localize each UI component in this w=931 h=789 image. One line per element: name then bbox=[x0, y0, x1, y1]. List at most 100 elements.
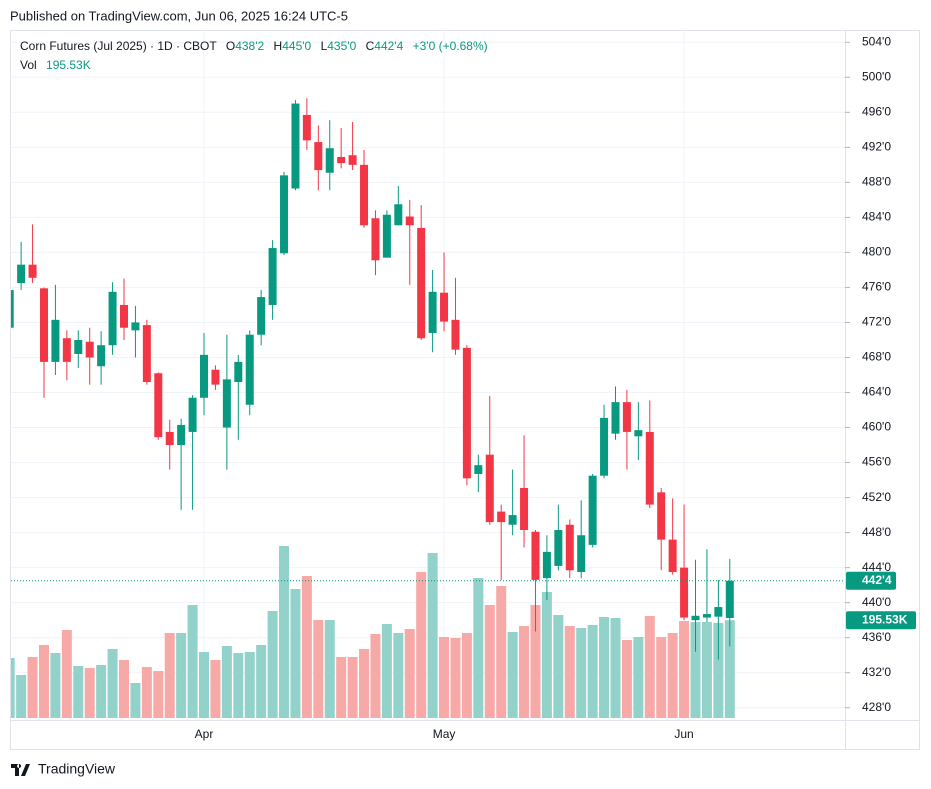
volume-bar bbox=[416, 572, 427, 718]
y-tick-label: 432'0 bbox=[862, 665, 891, 679]
chart-frame bbox=[10, 30, 920, 750]
volume-bar bbox=[644, 616, 655, 718]
volume-bar bbox=[553, 615, 564, 718]
symbol-title: Corn Futures (Jul 2025) · 1D · CBOT bbox=[20, 39, 217, 53]
volume-bar bbox=[187, 605, 198, 718]
y-tick-label: 456'0 bbox=[862, 455, 891, 469]
candle-body bbox=[485, 454, 494, 523]
candle-body bbox=[257, 297, 266, 335]
volume-bar bbox=[130, 683, 141, 718]
volume-key: Vol bbox=[20, 58, 37, 72]
volume-bar bbox=[599, 617, 610, 718]
volume-bar bbox=[324, 620, 335, 718]
candle-body bbox=[291, 103, 300, 189]
candle-body bbox=[542, 551, 551, 579]
volume-bar bbox=[427, 553, 438, 718]
volume-bar bbox=[96, 665, 107, 718]
volume-bar bbox=[107, 649, 118, 718]
x-tick-label: Jun bbox=[674, 727, 693, 741]
candle-body bbox=[51, 319, 60, 362]
brand-name: TradingView bbox=[38, 761, 116, 777]
volume-bar bbox=[50, 653, 61, 718]
volume-bar bbox=[164, 633, 175, 718]
y-tick-label: 468'0 bbox=[862, 350, 891, 364]
volume-bar bbox=[336, 657, 347, 718]
volume-bar bbox=[690, 622, 701, 718]
volume-badge-label: 195.53K bbox=[862, 612, 908, 626]
volume-bar bbox=[461, 633, 472, 718]
last-price-label: 442'4 bbox=[862, 573, 892, 587]
volume-bar bbox=[496, 586, 507, 718]
candle-body bbox=[17, 264, 26, 284]
y-tick-label: 452'0 bbox=[862, 490, 891, 504]
candle-body bbox=[645, 431, 654, 505]
candle-body bbox=[451, 319, 460, 350]
candle-body bbox=[120, 304, 128, 328]
volume-bar bbox=[61, 630, 72, 718]
last-price-badge bbox=[846, 571, 896, 590]
candle-body bbox=[314, 142, 323, 171]
candle-body bbox=[577, 535, 586, 573]
volume-bar bbox=[267, 611, 278, 718]
candle-body bbox=[702, 614, 711, 618]
candle-body bbox=[11, 290, 14, 328]
axes: 428'0 432'0 436'0 440'0 444'0 448'0 452'0 456'0… bbox=[195, 34, 916, 741]
volume-bar bbox=[576, 628, 587, 718]
y-tick-label: 484'0 bbox=[862, 210, 891, 224]
volume-bar bbox=[176, 633, 187, 718]
high-value: 445'0 bbox=[282, 39, 311, 53]
volume-bar bbox=[244, 652, 255, 718]
candle-body bbox=[302, 114, 311, 141]
volume-bar bbox=[701, 622, 712, 718]
candle-body bbox=[108, 291, 117, 346]
volume-bar bbox=[439, 637, 450, 718]
y-tick-label: 444'0 bbox=[862, 560, 891, 574]
candle-body bbox=[394, 204, 403, 226]
volume-bar bbox=[11, 658, 15, 718]
volume-bar bbox=[404, 629, 415, 718]
volume-bar bbox=[301, 576, 312, 718]
volume-bar bbox=[290, 589, 301, 718]
candle-body bbox=[531, 531, 540, 580]
candle-body bbox=[165, 431, 174, 446]
volume-bar bbox=[370, 634, 381, 718]
candle-body bbox=[74, 339, 83, 354]
candle-body bbox=[634, 430, 643, 437]
volume-bar bbox=[484, 605, 495, 718]
volume-value: 195.53K bbox=[46, 58, 91, 72]
candle-body bbox=[85, 341, 94, 358]
candle-body bbox=[280, 175, 289, 254]
candle-body bbox=[611, 402, 620, 434]
volume-bar bbox=[27, 657, 38, 718]
y-tick-label: 480'0 bbox=[862, 245, 891, 259]
candle-body bbox=[508, 515, 517, 525]
volume-bar bbox=[450, 638, 461, 718]
brand-icon bbox=[11, 764, 30, 776]
y-tick-label: 460'0 bbox=[862, 420, 891, 434]
candle-body bbox=[28, 264, 37, 278]
volume-bar bbox=[256, 645, 267, 718]
y-tick-label: 436'0 bbox=[862, 630, 891, 644]
y-tick-label: 464'0 bbox=[862, 385, 891, 399]
y-tick-label: 476'0 bbox=[862, 280, 891, 294]
x-tick-label: May bbox=[433, 727, 456, 741]
candle-body bbox=[622, 402, 631, 432]
candle-body bbox=[177, 424, 186, 446]
low-value: 435'0 bbox=[327, 39, 356, 53]
volume-bar bbox=[667, 633, 678, 718]
candle-body bbox=[405, 216, 414, 226]
candle-body bbox=[565, 524, 574, 571]
volume-bar bbox=[38, 645, 49, 718]
volume-bar bbox=[313, 620, 324, 718]
volume-bar bbox=[221, 646, 232, 718]
candle-body bbox=[474, 465, 483, 474]
y-tick-label: 500'0 bbox=[862, 69, 891, 83]
candle-body bbox=[680, 567, 689, 618]
y-tick-label: 504'0 bbox=[862, 34, 891, 48]
volume-legend: Vol 195.53K bbox=[20, 58, 91, 72]
change-value: +3'0 (+0.68%) bbox=[413, 39, 488, 53]
volume-bar bbox=[633, 637, 644, 718]
volume-bar bbox=[279, 546, 290, 718]
candle-body bbox=[520, 487, 529, 530]
candle-body bbox=[657, 492, 666, 540]
